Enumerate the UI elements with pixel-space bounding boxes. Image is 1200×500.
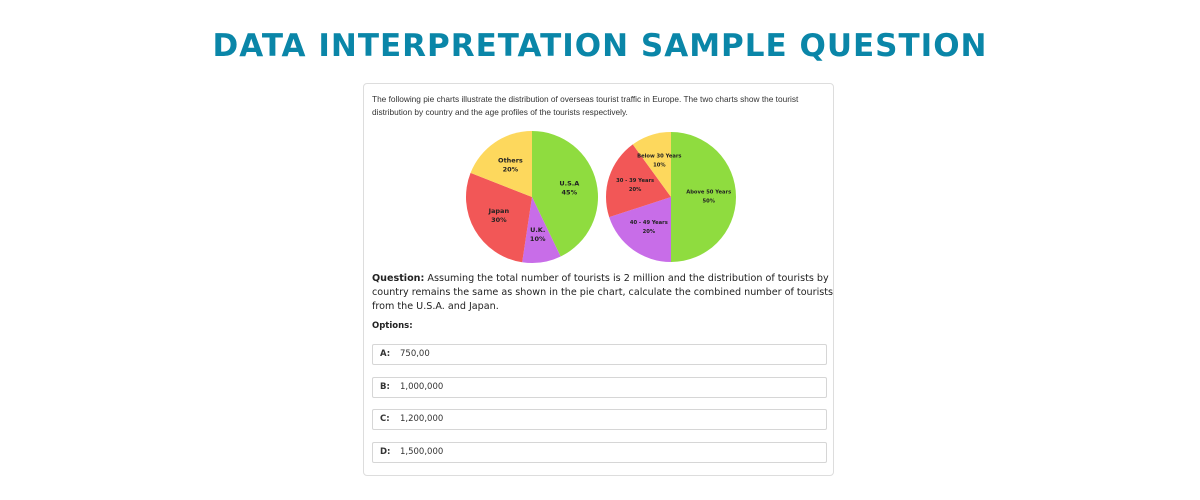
slice-value-label: 30%: [491, 216, 507, 224]
pie-slice: [609, 197, 671, 262]
option-text: 1,000,000: [400, 381, 444, 392]
option-letter: D:: [380, 446, 391, 457]
option-letter: C:: [380, 414, 390, 424]
slice-label: 40 - 49 Years: [630, 220, 668, 226]
pie-slice: [632, 132, 671, 197]
slice-value-label: 10%: [530, 235, 546, 243]
question-card: The following pie charts illustrate the …: [363, 83, 834, 476]
slice-value-label: 45%: [562, 188, 578, 196]
page-title: DATA INTERPRETATION SAMPLE QUESTION: [212, 28, 988, 64]
question-label: Question:: [372, 273, 425, 284]
option[interactable]: B: 1,000,000: [372, 376, 827, 398]
pie-slice: [522, 197, 561, 263]
option-letter: B:: [380, 381, 390, 392]
pie-slice: [466, 172, 532, 263]
options-label: Options:: [372, 321, 413, 331]
option[interactable]: C: 1,200,000: [372, 409, 827, 430]
option-text: 1,200,000: [400, 414, 444, 424]
slice-label: Below 30 Years: [637, 154, 681, 160]
option-text: 750,00: [400, 349, 430, 359]
question-text: Assuming the total number of tourists is…: [372, 273, 834, 312]
slice-label: Japan: [488, 207, 510, 215]
question: Question: Assuming the total number of t…: [372, 272, 834, 314]
slice-value-label: 10%: [653, 163, 666, 169]
slice-value-label: 50%: [702, 199, 715, 205]
slice-label: Others: [498, 156, 523, 164]
pie-slice: [470, 131, 532, 197]
option[interactable]: D: 1,500,000: [372, 441, 827, 463]
pie-slice: [671, 132, 736, 262]
option-text: 1,500,000: [400, 446, 444, 457]
slice-value-label: 20%: [629, 187, 642, 193]
intro-text: The following pie charts illustrate the …: [372, 94, 799, 117]
slice-label: 30 - 39 Years: [616, 178, 654, 184]
slice-label: U.S.A: [559, 179, 579, 187]
slice-value-label: 20%: [643, 229, 656, 235]
slice-label: U.K.: [530, 226, 545, 234]
slice-value-label: 20%: [503, 165, 519, 173]
option[interactable]: A: 750,00: [372, 344, 827, 365]
option-letter: A:: [380, 349, 391, 359]
pie-slice: [606, 144, 671, 218]
pie-slice: [532, 131, 598, 257]
slice-label: Above 50 Years: [686, 190, 731, 196]
